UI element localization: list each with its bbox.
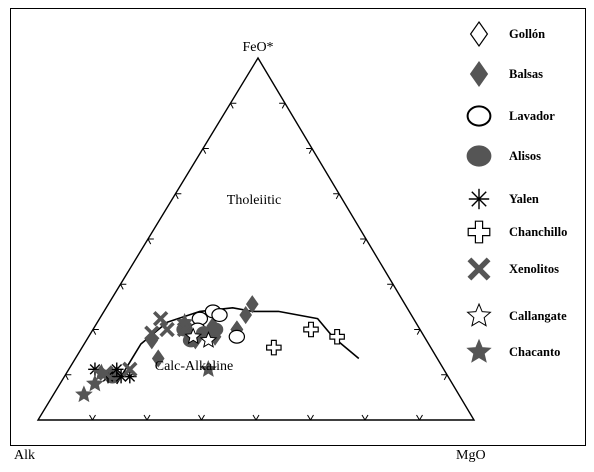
ternary-triangle bbox=[36, 56, 476, 421]
point-chacanto bbox=[86, 374, 104, 392]
point-callangate bbox=[184, 327, 203, 345]
point-xenolitos bbox=[144, 325, 160, 341]
point-balsas bbox=[239, 305, 253, 325]
point-chanchillo bbox=[266, 339, 282, 356]
legend-label-chanchillo: Chanchillo bbox=[509, 225, 567, 239]
point-lavador bbox=[211, 308, 228, 323]
tick-base bbox=[416, 414, 423, 421]
tick-left-side bbox=[175, 193, 182, 200]
legend-marker-xenolitos bbox=[467, 257, 491, 281]
point-xenolitos bbox=[122, 361, 138, 377]
data-points-layer bbox=[75, 295, 345, 403]
legend-marker-lavador bbox=[466, 105, 492, 127]
point-xenolitos bbox=[152, 310, 169, 327]
legend-label-callangate: Callangate bbox=[509, 309, 567, 323]
legend-label-lavador: Lavador bbox=[509, 109, 555, 123]
legend-label-gollon: Gollón bbox=[509, 27, 545, 41]
tick-right-side bbox=[279, 102, 286, 109]
tick-base bbox=[361, 414, 369, 421]
legend-marker-chacanto bbox=[466, 338, 492, 363]
tick-right-side bbox=[441, 374, 448, 381]
point-yalen bbox=[109, 362, 124, 377]
point-balsas bbox=[151, 349, 165, 368]
tick-base bbox=[252, 414, 260, 421]
tick-right-side bbox=[360, 238, 367, 245]
tick-left-side bbox=[92, 329, 99, 335]
legend-marker-alisos bbox=[466, 145, 492, 167]
legend: Gollón Balsas Lavador Alisos Yalen Chanchillo… bbox=[466, 20, 567, 363]
point-chanchillo bbox=[303, 321, 319, 338]
point-chanchillo bbox=[329, 328, 345, 345]
tick-right-side bbox=[387, 283, 394, 290]
tick-left-side bbox=[65, 374, 72, 381]
point-chacanto bbox=[175, 312, 194, 330]
vertex-label-alk: Alk bbox=[14, 448, 35, 463]
point-lavador bbox=[228, 329, 246, 344]
tick-right-side bbox=[414, 328, 421, 335]
tick-left-side bbox=[147, 238, 154, 245]
ternary-axes bbox=[36, 56, 476, 421]
tick-base bbox=[143, 414, 151, 421]
legend-label-xenolitos: Xenolitos bbox=[509, 262, 559, 276]
point-balsas bbox=[245, 295, 259, 314]
tick-base bbox=[307, 414, 314, 421]
legend-label-balsas: Balsas bbox=[509, 67, 543, 81]
vertex-label-feo: FeO* bbox=[242, 40, 273, 55]
tick-right-side bbox=[306, 147, 313, 154]
tick-base bbox=[198, 414, 205, 421]
legend-label-yalen: Yalen bbox=[509, 192, 539, 206]
tick-right-side bbox=[333, 193, 340, 200]
point-callangate bbox=[199, 331, 218, 348]
legend-label-chacanto: Chacanto bbox=[509, 345, 560, 359]
point-alisos bbox=[206, 322, 224, 337]
legend-label-alisos: Alisos bbox=[509, 149, 541, 163]
point-xenolitos bbox=[159, 321, 175, 338]
tick-left-side bbox=[202, 148, 209, 154]
vertex-label-mgo: MgO bbox=[456, 448, 486, 463]
legend-marker-gollon bbox=[469, 20, 489, 48]
point-chacanto bbox=[92, 363, 111, 381]
legend-marker-chanchillo bbox=[467, 220, 491, 244]
legend-marker-yalen bbox=[468, 188, 490, 210]
tick-left-side bbox=[120, 283, 127, 290]
tick-base bbox=[89, 414, 96, 421]
field-label-calc-alkaline: Calc-Alkaline bbox=[155, 359, 234, 374]
legend-marker-callangate bbox=[466, 302, 492, 327]
point-chacanto bbox=[199, 360, 218, 377]
point-chacanto bbox=[75, 385, 93, 403]
tick-left-side bbox=[230, 102, 237, 109]
field-label-tholeiitic: Tholeiitic bbox=[227, 193, 281, 208]
legend-marker-balsas bbox=[469, 60, 489, 88]
